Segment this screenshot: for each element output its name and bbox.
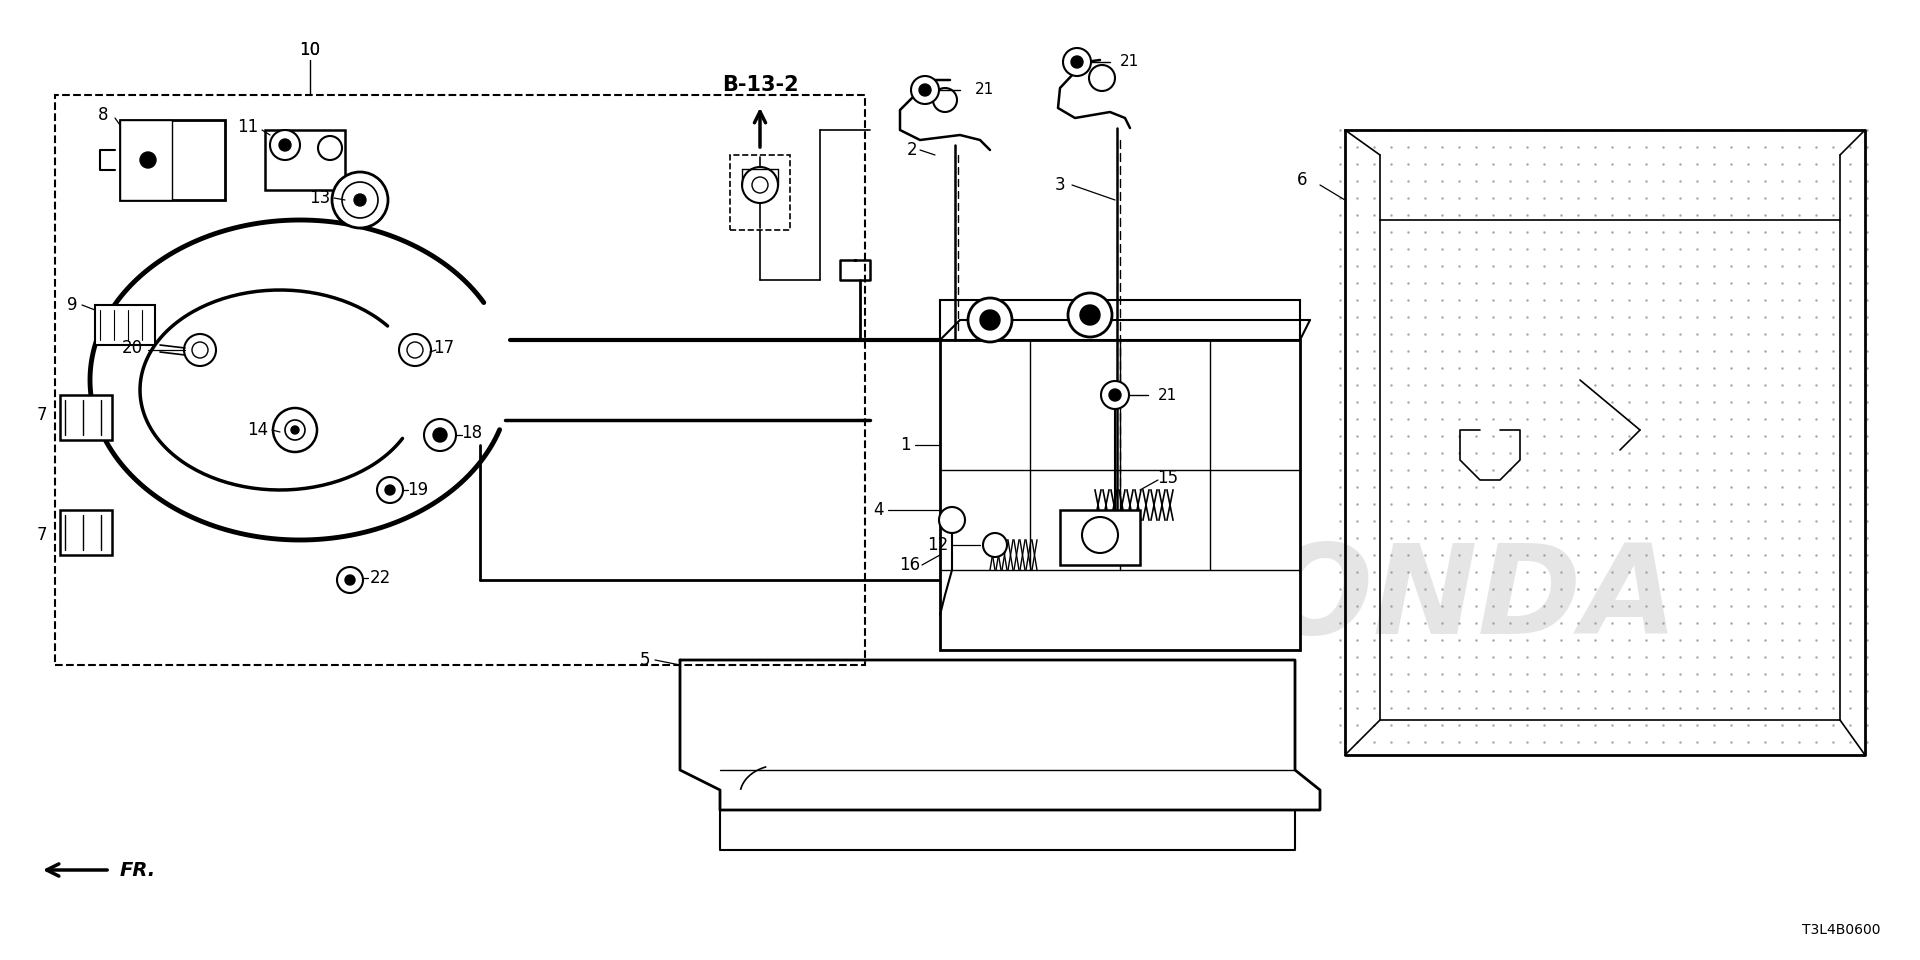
Circle shape: [338, 567, 363, 593]
Circle shape: [1068, 293, 1112, 337]
Text: 4: 4: [874, 501, 883, 519]
Bar: [941, 300, 1300, 340]
Circle shape: [1079, 305, 1100, 325]
Text: 9: 9: [67, 296, 77, 314]
Circle shape: [910, 76, 939, 104]
Bar: [119, 120, 173, 200]
Text: 20: 20: [121, 339, 142, 357]
Text: T3L4B0600: T3L4B0600: [1801, 923, 1880, 937]
Circle shape: [1089, 65, 1116, 91]
Text: 21: 21: [975, 83, 995, 98]
Circle shape: [1064, 48, 1091, 76]
Text: 1: 1: [900, 436, 910, 454]
Text: 14: 14: [248, 421, 269, 439]
Circle shape: [1110, 389, 1121, 401]
Text: 7: 7: [36, 406, 48, 424]
Text: 15: 15: [1158, 469, 1179, 487]
Text: 12: 12: [927, 536, 948, 554]
Bar: [60, 510, 111, 555]
Circle shape: [753, 177, 768, 193]
Circle shape: [983, 533, 1006, 557]
Circle shape: [741, 167, 778, 203]
Circle shape: [434, 428, 447, 442]
Bar: [119, 120, 225, 200]
Circle shape: [376, 477, 403, 503]
Bar: [941, 340, 1300, 650]
Circle shape: [140, 152, 156, 168]
Circle shape: [271, 130, 300, 160]
Circle shape: [273, 408, 317, 452]
Circle shape: [284, 420, 305, 440]
Circle shape: [353, 194, 367, 206]
Circle shape: [386, 485, 396, 495]
Bar: [94, 305, 156, 345]
Circle shape: [1071, 56, 1083, 68]
Bar: [1060, 510, 1140, 565]
Circle shape: [1100, 381, 1129, 409]
Text: HONDA: HONDA: [1162, 540, 1678, 660]
Text: 10: 10: [300, 41, 321, 59]
Circle shape: [979, 310, 1000, 330]
Circle shape: [399, 334, 430, 366]
Text: 10: 10: [300, 41, 321, 59]
Text: 2: 2: [906, 141, 918, 159]
Text: 22: 22: [369, 569, 390, 587]
Circle shape: [319, 136, 342, 160]
Text: 3: 3: [1054, 176, 1066, 194]
Circle shape: [939, 507, 966, 533]
Circle shape: [933, 88, 956, 112]
Text: 19: 19: [407, 481, 428, 499]
Circle shape: [1083, 517, 1117, 553]
Circle shape: [342, 182, 378, 218]
Circle shape: [278, 139, 292, 151]
Text: 21: 21: [1158, 388, 1177, 402]
Text: 11: 11: [238, 118, 259, 136]
Text: 5: 5: [639, 651, 651, 669]
Text: 6: 6: [1296, 171, 1308, 189]
Circle shape: [192, 342, 207, 358]
Text: 21: 21: [1119, 55, 1139, 69]
Text: 7: 7: [36, 526, 48, 544]
Bar: [56, 95, 866, 665]
Text: 13: 13: [309, 189, 330, 207]
Bar: [265, 130, 346, 190]
Text: FR.: FR.: [119, 860, 156, 879]
Text: B-13-2: B-13-2: [722, 75, 799, 95]
Circle shape: [407, 342, 422, 358]
Circle shape: [292, 426, 300, 434]
Bar: [730, 155, 789, 230]
Text: 8: 8: [98, 106, 108, 124]
Circle shape: [332, 172, 388, 228]
Circle shape: [968, 298, 1012, 342]
Circle shape: [184, 334, 215, 366]
Circle shape: [424, 419, 457, 451]
Circle shape: [920, 84, 931, 96]
Text: 18: 18: [461, 424, 482, 442]
Text: 17: 17: [434, 339, 455, 357]
Text: 16: 16: [899, 556, 920, 574]
Bar: [60, 395, 111, 440]
Circle shape: [346, 575, 355, 585]
